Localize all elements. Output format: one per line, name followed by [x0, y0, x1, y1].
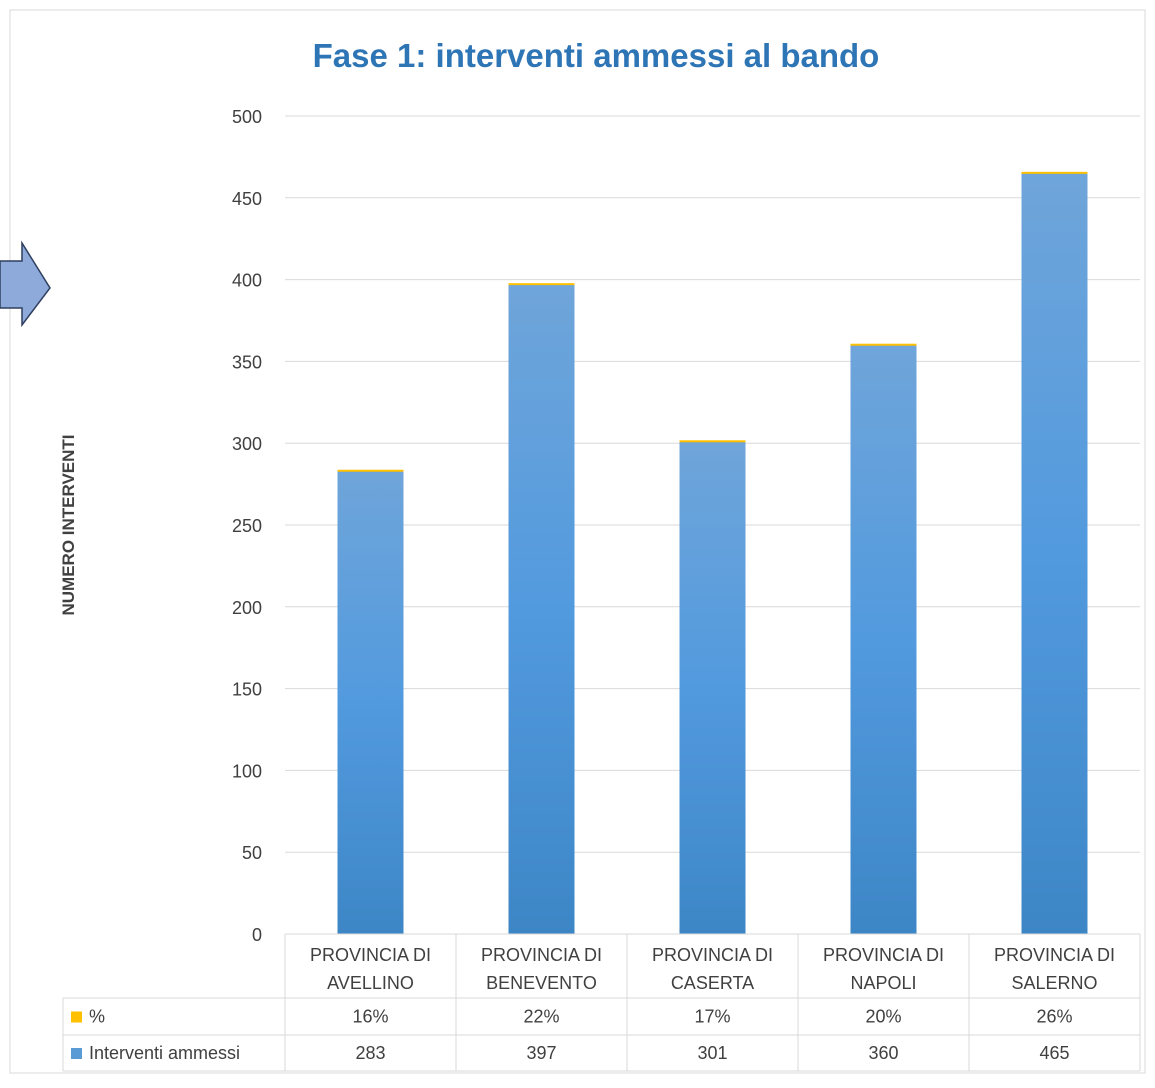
y-tick-label: 350: [232, 352, 262, 372]
data-table-value: 22%: [523, 1007, 559, 1027]
x-category-label: PROVINCIA DI: [994, 945, 1115, 965]
data-table-value: 283: [355, 1043, 385, 1063]
bar-interventi-ammessi: [850, 345, 917, 934]
y-tick-label: 250: [232, 516, 262, 536]
chart-title: Fase 1: interventi ammessi al bando: [313, 37, 880, 74]
legend-series-label: %: [89, 1007, 105, 1027]
y-tick-label: 300: [232, 434, 262, 454]
y-tick-label: 500: [232, 107, 262, 127]
legend-series-label: Interventi ammessi: [89, 1043, 240, 1063]
y-axis-label: NUMERO INTERVENTI: [59, 434, 78, 615]
chart-border: [9, 9, 1146, 1074]
y-tick-label: 450: [232, 189, 262, 209]
bar-percent: [1021, 171, 1088, 174]
x-category-label: NAPOLI: [850, 973, 916, 993]
data-table-value: 26%: [1036, 1007, 1072, 1027]
x-category-label: BENEVENTO: [486, 973, 597, 993]
bar-interventi-ammessi: [679, 441, 746, 934]
x-category-label: SALERNO: [1011, 973, 1097, 993]
y-tick-label: 50: [242, 843, 262, 863]
y-tick-label: 400: [232, 271, 262, 291]
x-category-label: PROVINCIA DI: [481, 945, 602, 965]
data-table-value: 16%: [352, 1007, 388, 1027]
y-tick-label: 100: [232, 761, 262, 781]
data-table-value: 301: [697, 1043, 727, 1063]
x-category-label: PROVINCIA DI: [823, 945, 944, 965]
legend-swatch: [71, 1011, 82, 1023]
bar-percent: [337, 469, 404, 472]
x-category-label: PROVINCIA DI: [652, 945, 773, 965]
bar-interventi-ammessi: [508, 284, 575, 934]
y-tick-label: 0: [252, 925, 262, 945]
data-table-value: 20%: [865, 1007, 901, 1027]
data-table-value: 360: [868, 1043, 898, 1063]
bar-percent: [679, 440, 746, 443]
bar-interventi-ammessi: [337, 471, 404, 934]
right-arrow-icon: [0, 240, 51, 328]
bar-percent: [508, 283, 575, 286]
bar-percent: [850, 343, 917, 346]
x-category-label: PROVINCIA DI: [310, 945, 431, 965]
legend-swatch: [71, 1048, 82, 1059]
x-category-label: AVELLINO: [327, 973, 414, 993]
y-tick-label: 150: [232, 680, 262, 700]
x-category-label: CASERTA: [671, 973, 754, 993]
data-table-value: 465: [1039, 1043, 1069, 1063]
bar-interventi-ammessi: [1021, 173, 1088, 934]
y-tick-label: 200: [232, 598, 262, 618]
data-table-value: 397: [526, 1043, 556, 1063]
data-table-value: 17%: [694, 1007, 730, 1027]
